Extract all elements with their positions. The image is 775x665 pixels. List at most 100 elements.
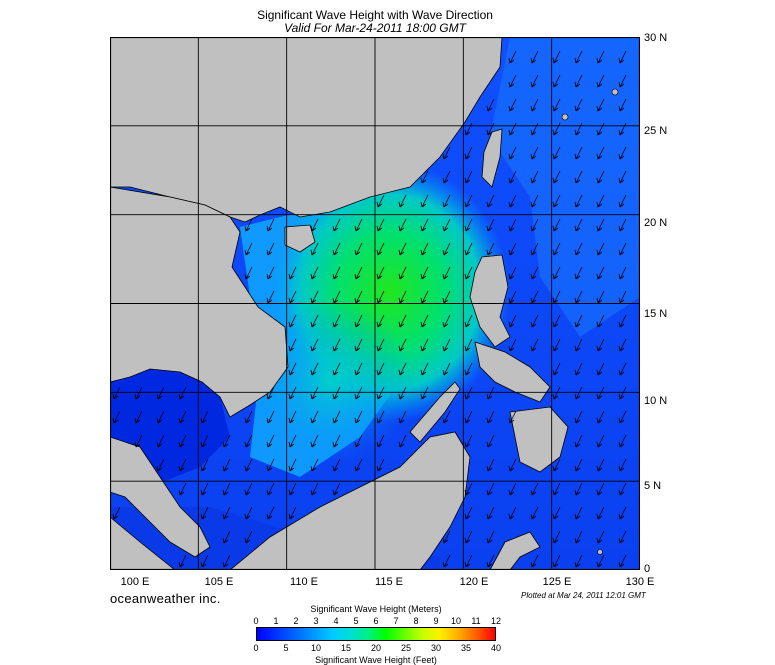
wave-arrow bbox=[376, 242, 385, 256]
wave-arrow bbox=[310, 410, 319, 424]
wave-arrow bbox=[618, 386, 627, 400]
wave-arrow bbox=[552, 242, 561, 256]
lon-label: 110 E bbox=[290, 576, 318, 588]
meters-tick: 11 bbox=[471, 616, 481, 626]
wave-arrow bbox=[552, 530, 561, 544]
wave-arrow bbox=[442, 530, 451, 544]
wave-arrow bbox=[420, 170, 429, 184]
wave-arrow bbox=[464, 146, 473, 160]
wave-arrow bbox=[200, 506, 209, 520]
wave-arrow bbox=[508, 218, 517, 232]
wave-arrow bbox=[552, 170, 561, 184]
wave-arrow bbox=[156, 434, 165, 448]
wave-arrow bbox=[596, 170, 605, 184]
wave-arrow bbox=[156, 458, 165, 472]
plotted-timestamp: Plotted at Mar 24, 2011 12:01 GMT bbox=[521, 591, 646, 600]
feet-tick: 15 bbox=[340, 643, 352, 653]
wave-arrow bbox=[464, 410, 473, 424]
wave-arrow bbox=[486, 458, 495, 472]
wave-arrow bbox=[442, 338, 451, 352]
meters-tick: 5 bbox=[353, 616, 359, 626]
wave-arrow bbox=[552, 290, 561, 304]
wave-arrow bbox=[574, 338, 583, 352]
wave-arrow bbox=[266, 242, 275, 256]
wave-arrow bbox=[442, 362, 451, 376]
wave-arrow bbox=[376, 338, 385, 352]
wave-arrow bbox=[354, 314, 363, 328]
wave-arrow bbox=[310, 338, 319, 352]
wave-arrow bbox=[376, 410, 385, 424]
wave-arrow bbox=[398, 314, 407, 328]
wave-arrow bbox=[464, 242, 473, 256]
wave-arrow bbox=[354, 362, 363, 376]
wave-arrow bbox=[222, 434, 231, 448]
wave-arrow bbox=[288, 266, 297, 280]
wave-arrow bbox=[530, 98, 539, 112]
wave-arrow bbox=[266, 506, 275, 520]
wave-arrow bbox=[508, 146, 517, 160]
wave-arrow bbox=[486, 554, 495, 568]
wave-arrow bbox=[618, 98, 627, 112]
wave-arrow bbox=[332, 434, 341, 448]
lat-label: 30 N bbox=[644, 32, 668, 44]
wave-arrow bbox=[596, 386, 605, 400]
wave-arrow bbox=[574, 290, 583, 304]
wave-arrow bbox=[442, 290, 451, 304]
wave-arrow bbox=[332, 314, 341, 328]
wave-arrow bbox=[464, 362, 473, 376]
wave-arrow bbox=[244, 410, 253, 424]
wave-arrow bbox=[508, 266, 517, 280]
wave-arrow bbox=[310, 458, 319, 472]
wave-arrow bbox=[464, 554, 473, 568]
wave-arrow bbox=[618, 170, 627, 184]
wave-arrow bbox=[508, 122, 517, 136]
lat-label: 20 N bbox=[644, 217, 668, 229]
wave-arrow bbox=[596, 314, 605, 328]
lon-label: 105 E bbox=[204, 576, 234, 588]
meters-tick: 3 bbox=[313, 616, 319, 626]
wave-arrow bbox=[574, 50, 583, 64]
wave-arrow bbox=[618, 482, 627, 496]
wave-arrow bbox=[486, 218, 495, 232]
wave-arrow bbox=[508, 506, 517, 520]
wave-arrow bbox=[486, 434, 495, 448]
wave-arrow bbox=[200, 410, 209, 424]
wave-arrow bbox=[574, 266, 583, 280]
wave-arrow bbox=[244, 434, 253, 448]
wave-arrow bbox=[596, 506, 605, 520]
wave-arrow bbox=[310, 482, 319, 496]
wave-arrow bbox=[332, 386, 341, 400]
wave-arrow bbox=[376, 386, 385, 400]
wave-arrow bbox=[222, 530, 231, 544]
island bbox=[561, 113, 569, 121]
wave-arrow bbox=[420, 386, 429, 400]
wave-arrow bbox=[552, 506, 561, 520]
wave-arrow bbox=[552, 266, 561, 280]
wave-arrow bbox=[200, 482, 209, 496]
meters-tick: 6 bbox=[373, 616, 379, 626]
wave-arrow bbox=[178, 410, 187, 424]
wave-arrow bbox=[618, 314, 627, 328]
lon-label: 115 E bbox=[375, 576, 403, 588]
wave-arrow bbox=[420, 266, 429, 280]
wave-arrow bbox=[530, 506, 539, 520]
wave-arrow bbox=[552, 50, 561, 64]
wave-arrow bbox=[464, 122, 473, 136]
wave-arrow bbox=[618, 554, 627, 568]
wave-arrow bbox=[486, 194, 495, 208]
wave-arrow bbox=[530, 314, 539, 328]
wave-arrow bbox=[552, 458, 561, 472]
wave-arrow bbox=[442, 554, 451, 568]
wave-arrow bbox=[486, 98, 495, 112]
wave-arrow bbox=[420, 314, 429, 328]
wave-arrow bbox=[442, 146, 451, 160]
wave-arrow bbox=[464, 506, 473, 520]
wave-arrow bbox=[486, 506, 495, 520]
wave-arrow bbox=[332, 290, 341, 304]
wave-arrow bbox=[332, 362, 341, 376]
wave-arrow bbox=[530, 218, 539, 232]
wave-arrow bbox=[178, 458, 187, 472]
wave-arrow bbox=[178, 434, 187, 448]
wave-arrow bbox=[310, 386, 319, 400]
wave-arrow bbox=[200, 554, 209, 568]
